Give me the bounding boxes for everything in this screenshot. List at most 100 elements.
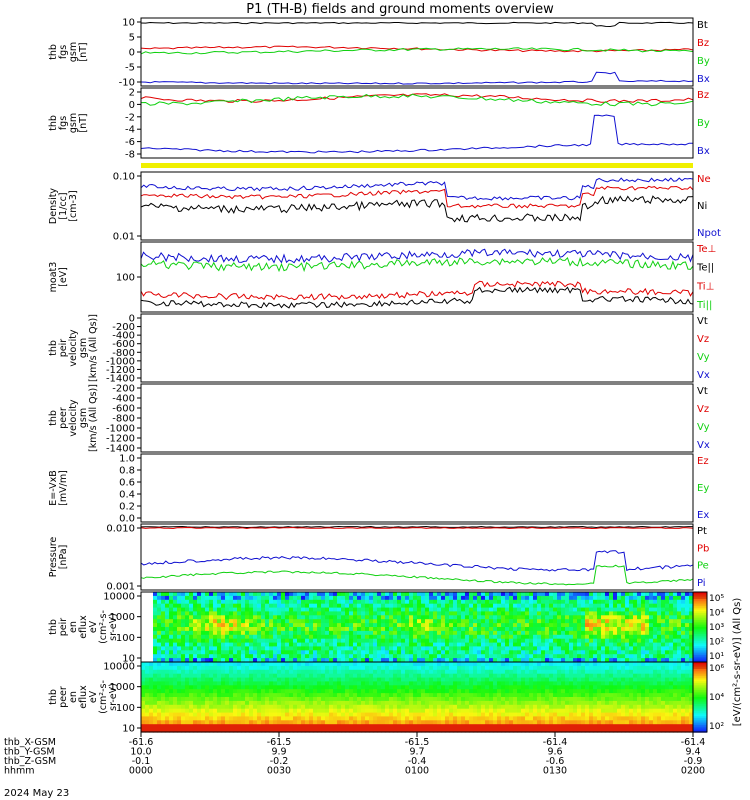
heatmap-cell: [285, 685, 290, 690]
heatmap-cell: [493, 654, 498, 659]
heatmap-cell: [505, 728, 510, 733]
y-axis-label: fgs: [58, 116, 69, 130]
heatmap-cell: [333, 689, 338, 694]
heatmap-cell: [657, 654, 662, 659]
heatmap-cell: [161, 627, 166, 632]
heatmap-cell: [153, 712, 158, 718]
heatmap-cell: [329, 689, 334, 694]
heatmap-cell: [233, 700, 238, 706]
heatmap-cell: [645, 708, 650, 714]
heatmap-cell: [529, 634, 534, 640]
heatmap-cell: [337, 658, 342, 663]
heatmap-cell: [661, 627, 666, 632]
heatmap-cell: [465, 693, 470, 698]
heatmap-cell: [577, 673, 582, 679]
heatmap-cell: [209, 642, 214, 648]
heatmap-cell: [581, 650, 586, 655]
heatmap-cell: [569, 712, 574, 718]
heatmap-cell: [149, 665, 154, 671]
heatmap-cell: [473, 689, 478, 694]
heatmap-cell: [189, 619, 194, 624]
heatmap-cell: [221, 623, 226, 628]
heatmap-cell: [393, 693, 398, 698]
heatmap-cell: [401, 642, 406, 648]
heatmap-cell: [569, 599, 574, 605]
heatmap-cell: [581, 592, 586, 597]
heatmap-cell: [461, 724, 466, 729]
heatmap-cell: [293, 697, 298, 702]
heatmap-cell: [349, 638, 354, 644]
heatmap-cell: [581, 603, 586, 609]
heatmap-cell: [245, 623, 250, 628]
heatmap-cell: [569, 630, 574, 636]
heatmap-cell: [609, 607, 614, 613]
heatmap-cell: [677, 595, 682, 601]
heatmap-cell: [441, 650, 446, 655]
heatmap-cell: [625, 634, 630, 640]
heatmap-cell: [597, 677, 602, 683]
heatmap-cell: [265, 685, 270, 690]
heatmap-cell: [669, 599, 674, 605]
heatmap-cell: [617, 650, 622, 655]
heatmap-cell: [417, 630, 422, 636]
heatmap-cell: [189, 627, 194, 632]
heatmap-cell: [377, 634, 382, 640]
heatmap-cell: [405, 654, 410, 659]
heatmap-cell: [345, 615, 350, 620]
heatmap-cell: [525, 716, 530, 721]
heatmap-cell: [461, 677, 466, 683]
heatmap-cell: [297, 615, 302, 620]
heatmap-cell: [145, 673, 150, 679]
heatmap-cell: [249, 704, 254, 710]
heatmap-cell: [157, 716, 162, 721]
heatmap-cell: [529, 658, 534, 663]
heatmap-cell: [557, 693, 562, 698]
heatmap-cell: [441, 665, 446, 671]
heatmap-cell: [149, 697, 154, 702]
heatmap-cell: [681, 607, 686, 613]
heatmap-cell: [233, 689, 238, 694]
heatmap-cell: [441, 712, 446, 718]
heatmap-cell: [553, 677, 558, 683]
heatmap-cell: [141, 595, 146, 601]
heatmap-cell: [433, 623, 438, 628]
heatmap-cell: [157, 669, 162, 675]
y-tick-label: -1200: [106, 365, 135, 376]
heatmap-cell: [665, 658, 670, 663]
heatmap-cell: [529, 650, 534, 655]
heatmap-cell: [169, 642, 174, 648]
heatmap-cell: [557, 669, 562, 675]
heatmap-cell: [477, 720, 482, 725]
heatmap-cell: [169, 720, 174, 725]
heatmap-cell: [181, 697, 186, 702]
heatmap-cell: [293, 689, 298, 694]
heatmap-cell: [233, 619, 238, 624]
heatmap-cell: [337, 728, 342, 733]
heatmap-cell: [609, 619, 614, 624]
heatmap-cell: [265, 623, 270, 628]
heatmap-cell: [565, 712, 570, 718]
heatmap-cell: [361, 611, 366, 616]
heatmap-cell: [401, 724, 406, 729]
heatmap-cell: [181, 592, 186, 597]
heatmap-cell: [277, 685, 282, 690]
heatmap-cell: [157, 646, 162, 651]
y-tick-label: -800: [112, 414, 135, 425]
heatmap-cell: [329, 669, 334, 675]
heatmap-cell: [385, 619, 390, 624]
heatmap-cell: [505, 650, 510, 655]
heatmap-cell: [661, 638, 666, 644]
heatmap-cell: [269, 673, 274, 679]
heatmap-cell: [441, 681, 446, 686]
heatmap-cell: [529, 673, 534, 679]
y-tick-label: -200: [112, 322, 135, 333]
heatmap-cell: [385, 697, 390, 702]
heatmap-cell: [477, 627, 482, 632]
heatmap-cell: [389, 592, 394, 597]
heatmap-cell: [601, 700, 606, 706]
heatmap-cell: [277, 592, 282, 597]
heatmap-cell: [181, 599, 186, 605]
heatmap-cell: [673, 646, 678, 651]
heatmap-cell: [421, 728, 426, 733]
heatmap-cell: [453, 700, 458, 706]
